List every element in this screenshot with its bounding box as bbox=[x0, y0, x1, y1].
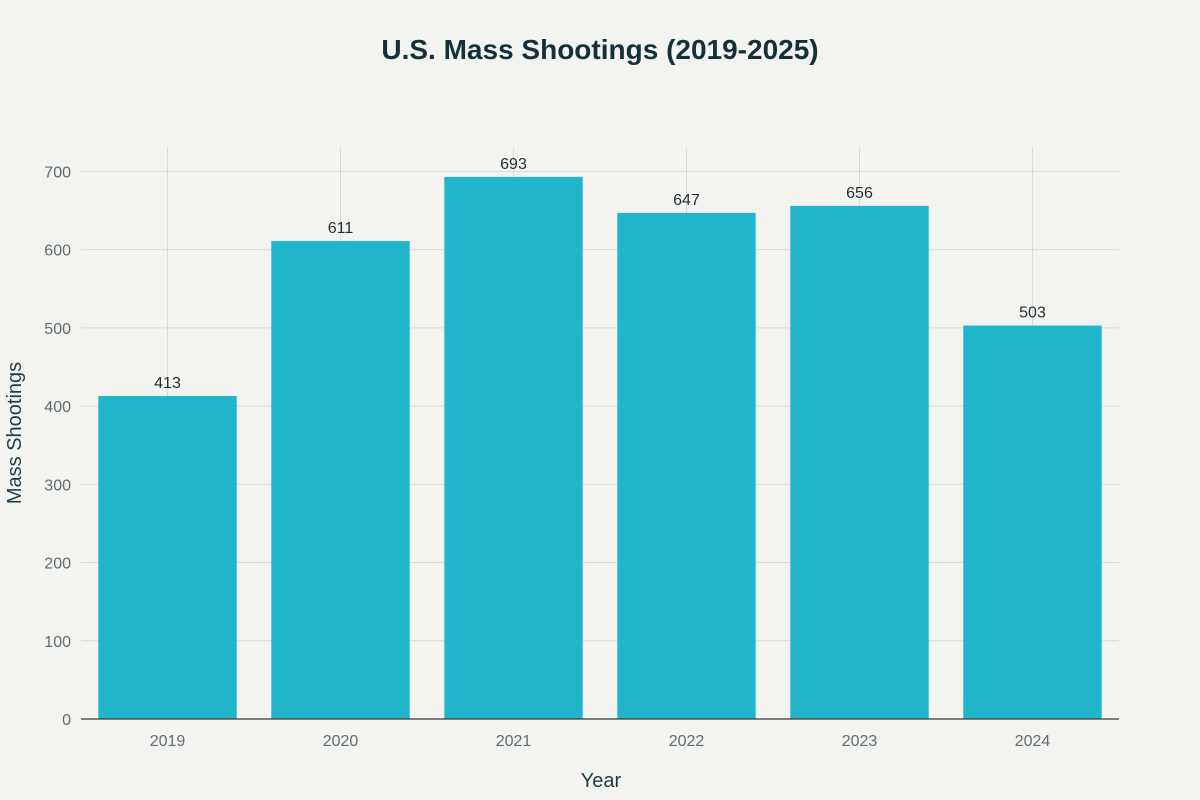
y-tick-label: 400 bbox=[44, 399, 71, 416]
axis-ticks: 0 100 200 300 400 500 600 700 2019 2020 2021 2022 20… bbox=[44, 164, 1050, 750]
x-axis-label: Year bbox=[581, 770, 622, 792]
y-tick-label: 700 bbox=[44, 164, 71, 181]
x-tick-label: 2019 bbox=[150, 733, 186, 750]
x-tick-label: 2023 bbox=[842, 733, 878, 750]
y-tick-label: 0 bbox=[62, 712, 71, 729]
x-tick-label: 2020 bbox=[323, 733, 359, 750]
y-tick-label: 500 bbox=[44, 321, 71, 338]
data-label: 656 bbox=[846, 185, 873, 202]
y-tick-label: 100 bbox=[44, 634, 71, 651]
data-label: 693 bbox=[500, 156, 527, 173]
y-axis-label: Mass Shootings bbox=[4, 362, 26, 504]
x-tick-label: 2022 bbox=[669, 733, 705, 750]
bar-2024 bbox=[963, 325, 1102, 719]
bar-2023 bbox=[790, 205, 929, 719]
y-tick-label: 300 bbox=[44, 477, 71, 494]
bar-2022 bbox=[617, 212, 756, 719]
x-tick-label: 2024 bbox=[1015, 733, 1051, 750]
x-tick-label: 2021 bbox=[496, 733, 532, 750]
bar-2020 bbox=[271, 241, 410, 720]
bars bbox=[98, 176, 1102, 720]
chart-title: U.S. Mass Shootings (2019-2025) bbox=[381, 34, 818, 65]
data-label: 503 bbox=[1019, 305, 1046, 322]
bar-2021 bbox=[444, 176, 583, 719]
data-labels: 413 611 693 647 656 503 bbox=[154, 156, 1046, 392]
y-tick-label: 600 bbox=[44, 243, 71, 260]
y-tick-label: 200 bbox=[44, 556, 71, 573]
data-label: 611 bbox=[328, 220, 354, 237]
data-label: 647 bbox=[673, 192, 700, 209]
data-label: 413 bbox=[154, 375, 181, 392]
bar-2019 bbox=[98, 395, 237, 719]
